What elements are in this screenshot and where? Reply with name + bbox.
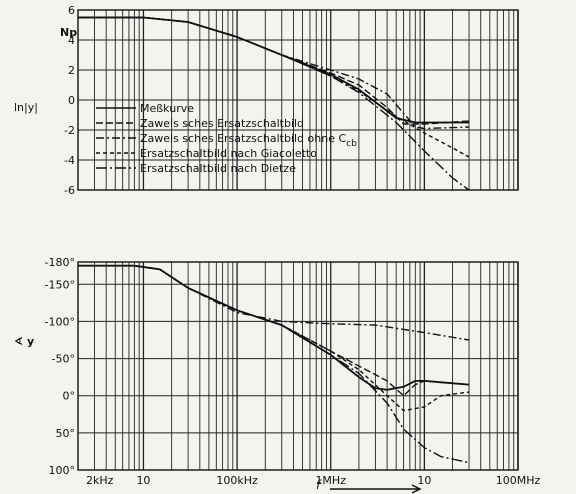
mag-y-tick-label: 2 bbox=[68, 64, 75, 77]
mag-series-line-2 bbox=[78, 16, 470, 125]
ph-series-line-2 bbox=[78, 265, 470, 397]
phase-series-group bbox=[78, 264, 470, 464]
mag-y-tick-label: 6 bbox=[68, 4, 75, 17]
mag-series-line-3 bbox=[78, 16, 470, 130]
x-axis-label: f bbox=[316, 478, 322, 492]
magnitude-y-axis-label: ln|y| bbox=[14, 101, 38, 114]
legend-entry-1: Meßkurve bbox=[140, 102, 194, 115]
mag-y-tick-label: -2 bbox=[64, 124, 75, 137]
legend-subscript: cb bbox=[346, 139, 357, 149]
mag-plot-frame bbox=[77, 9, 519, 191]
ph-y-tick-label: -150° bbox=[45, 278, 75, 291]
x-tick-label: 100kHz bbox=[216, 474, 258, 487]
phase-y-axis-label: ∢ y bbox=[14, 335, 34, 348]
mag-y-tick-label: 0 bbox=[68, 94, 75, 107]
magnitude-grid bbox=[77, 9, 519, 191]
ph-y-tick-label: -180° bbox=[45, 256, 75, 269]
ph-plot-frame bbox=[77, 261, 519, 471]
legend-entry-2: Zawels sches Ersatzschaltbild bbox=[140, 117, 304, 130]
ph-y-tick-label: 50° bbox=[56, 427, 76, 440]
ph-y-tick-label: -50° bbox=[52, 353, 75, 366]
legend-entry-3: Zawels sches Ersatzschaltbild ohne Ccb bbox=[140, 132, 357, 149]
magnitude-y-tick-labels: -6 -4 -2 0 2 4 6 bbox=[64, 4, 75, 197]
ph-series-line-5 bbox=[78, 265, 470, 464]
mag-series-line-5 bbox=[78, 16, 470, 191]
phase-y-tick-labels: -180° -150° -100° -50° 0° 50° 100° bbox=[45, 256, 75, 477]
x-tick-label: 1MHz bbox=[315, 474, 346, 487]
legend-entry-4: Ersatzschaltbild nach Giacoletto bbox=[140, 147, 317, 160]
legend: Meßkurve Zawels sches Ersatzschaltbild Zaw… bbox=[96, 102, 357, 175]
x-tick-label: 100MHz bbox=[496, 474, 541, 487]
ph-y-tick-label: 0° bbox=[63, 390, 76, 403]
legend-entry-5: Ersatzschaltbild nach Dietze bbox=[140, 162, 296, 175]
x-tick-label: 10 bbox=[136, 474, 150, 487]
phase-panel: -180° -150° -100° -50° 0° 50° 100° 2kHz 10 100kH… bbox=[14, 256, 540, 494]
x-axis-arrow-icon bbox=[330, 484, 422, 494]
x-tick-label: 10 bbox=[417, 474, 431, 487]
x-tick-label: 2kHz bbox=[86, 474, 114, 487]
ph-y-tick-label: 100° bbox=[49, 464, 76, 477]
mag-y-tick-label: -6 bbox=[64, 184, 75, 197]
phase-grid bbox=[77, 261, 519, 471]
magnitude-panel: -6 -4 -2 0 2 4 6 Np ln|y| Meßkurve Zawels sches… bbox=[14, 4, 519, 197]
ph-series-line-4 bbox=[78, 265, 470, 412]
mag-y-tick-label: -4 bbox=[64, 154, 75, 167]
ph-y-tick-label: -100° bbox=[45, 315, 75, 328]
magnitude-unit-label: Np bbox=[60, 26, 77, 39]
mag-y-tick-label: 4 bbox=[68, 34, 75, 47]
x-tick-labels: 2kHz 10 100kHz 1MHz 10 100MHz bbox=[86, 474, 540, 487]
ph-series-line-3 bbox=[78, 265, 470, 341]
magnitude-series-group bbox=[78, 16, 470, 191]
